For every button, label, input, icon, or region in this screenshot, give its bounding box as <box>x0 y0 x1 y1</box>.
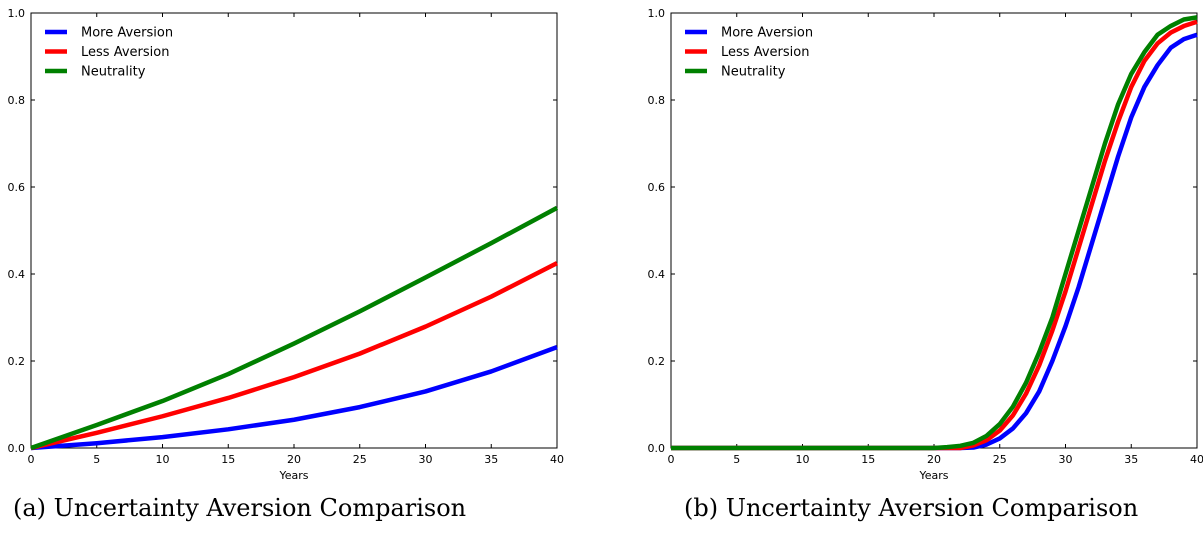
x-axis-label: Years <box>278 469 308 482</box>
chart-b-svg: 0 5 10 15 20 25 30 35 40 0.0 0.2 0.4 0.6 0.8 1.0 Years M… <box>648 7 1203 482</box>
x-tick-label: 0 <box>28 453 35 466</box>
series-line-less-aversion <box>30 261 559 451</box>
legend-label: More Aversion <box>81 26 173 41</box>
y-tick-label: 0.0 <box>648 442 666 455</box>
x-tick-label: 15 <box>861 453 875 466</box>
x-tick-label: 30 <box>1059 453 1073 466</box>
chart-a-caption: (a) Uncertainty Aversion Comparison <box>13 494 467 522</box>
x-tick-label: 35 <box>1124 453 1138 466</box>
series-line-neutrality <box>30 205 559 451</box>
legend-label: More Aversion <box>721 26 813 41</box>
series-line-more-aversion <box>30 344 558 451</box>
y-tick-label: 0.6 <box>648 181 666 194</box>
x-tick-label: 0 <box>668 453 675 466</box>
x-tick-label: 25 <box>993 453 1007 466</box>
y-tick-label: 0.8 <box>8 94 26 107</box>
chart-panel-a: 0 5 10 15 20 25 30 35 40 0.0 0.2 0.4 0.6 0.8 1.0 Years M… <box>0 0 600 533</box>
y-tick-label: 0.6 <box>8 181 26 194</box>
chart-a-svg: 0 5 10 15 20 25 30 35 40 0.0 0.2 0.4 0.6 0.8 1.0 Years M… <box>8 7 565 482</box>
legend-label: Less Aversion <box>81 45 169 60</box>
y-tick-label: 1.0 <box>8 7 26 20</box>
series-line-more-aversion <box>671 32 1198 451</box>
x-tick-label: 40 <box>550 453 564 466</box>
series-line-less-aversion <box>671 19 1198 451</box>
x-axis-label: Years <box>918 469 948 482</box>
x-tick-label: 25 <box>353 453 367 466</box>
x-tick-label: 20 <box>287 453 301 466</box>
chart-panel-b: 0 5 10 15 20 25 30 35 40 0.0 0.2 0.4 0.6 0.8 1.0 Years M… <box>640 0 1203 533</box>
x-tick-label: 10 <box>156 453 170 466</box>
y-tick-label: 1.0 <box>648 7 666 20</box>
x-tick-label: 35 <box>484 453 498 466</box>
x-tick-label: 10 <box>796 453 810 466</box>
legend-label: Less Aversion <box>721 45 809 60</box>
x-tick-label: 15 <box>221 453 235 466</box>
x-tick-label: 5 <box>93 453 100 466</box>
x-tick-label: 5 <box>733 453 740 466</box>
legend-label: Neutrality <box>81 65 146 80</box>
x-tick-label: 30 <box>419 453 433 466</box>
x-tick-label: 20 <box>927 453 941 466</box>
y-tick-label: 0.4 <box>648 268 666 281</box>
series-line-neutrality <box>671 15 1198 451</box>
y-tick-label: 0.2 <box>648 355 666 368</box>
x-tick-label: 40 <box>1190 453 1203 466</box>
legend-label: Neutrality <box>721 65 786 80</box>
y-tick-label: 0.2 <box>8 355 26 368</box>
chart-b-caption: (b) Uncertainty Aversion Comparison <box>684 494 1139 522</box>
y-tick-label: 0.4 <box>8 268 26 281</box>
y-tick-label: 0.0 <box>8 442 26 455</box>
y-tick-label: 0.8 <box>648 94 666 107</box>
